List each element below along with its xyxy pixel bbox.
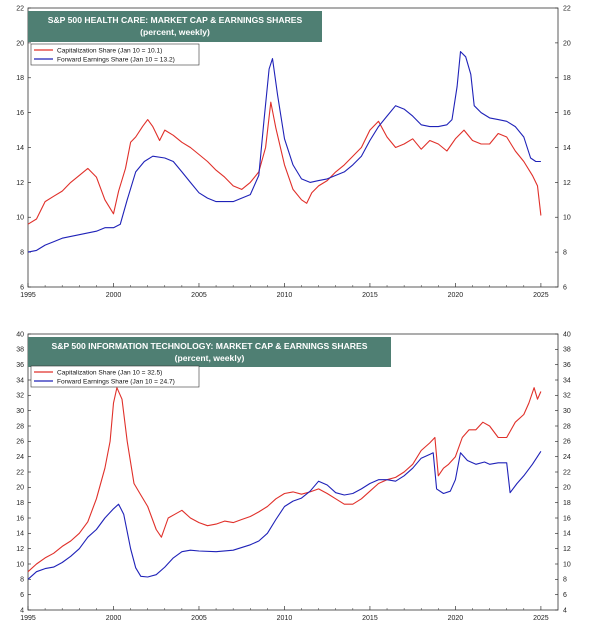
hc-xtick-label: 2005 [191, 292, 207, 299]
hc-chart-subtitle: (percent, weekly) [140, 27, 210, 37]
hc-ytick-right-label: 14 [563, 145, 571, 152]
it-ytick-right-label: 12 [563, 546, 571, 553]
it-ytick-right-label: 14 [563, 531, 571, 538]
hc-ytick-right-label: 10 [563, 215, 571, 222]
it-ytick-left-label: 32 [16, 393, 24, 400]
hc-ytick-right-label: 12 [563, 180, 571, 187]
it-ytick-left-label: 36 [16, 362, 24, 369]
hc-xtick-label: 2025 [533, 292, 549, 299]
hc-series-line-earnings [27, 51, 541, 253]
it-ytick-left-label: 12 [16, 546, 24, 553]
it-ytick-right-label: 36 [563, 362, 571, 369]
it-xtick-label: 1995 [20, 615, 36, 622]
it-legend-label-earnings: Forward Earnings Share (Jan 10 = 24.7) [57, 378, 175, 385]
hc-ytick-left-label: 8 [20, 250, 24, 257]
it-ytick-left-label: 34 [16, 377, 24, 384]
it-ytick-left-label: 10 [16, 561, 24, 568]
it-ytick-left-label: 26 [16, 439, 24, 446]
hc-xtick-label: 1995 [20, 292, 36, 299]
it-xtick-label: 2015 [362, 615, 378, 622]
it-ytick-right-label: 30 [563, 408, 571, 415]
it-ytick-left-label: 22 [16, 469, 24, 476]
hc-legend-box [30, 43, 200, 66]
it-ytick-right-label: 20 [563, 485, 571, 492]
it-ytick-right-label: 16 [563, 515, 571, 522]
it-ytick-left-label: 30 [16, 408, 24, 415]
information-technology-chart-panel: 4 4 6 6 8 8 10 10 12 12 14 14 16 16 18 18 20 20 22 22 24 24 26… [0, 326, 598, 631]
it-ytick-left-label: 28 [16, 423, 24, 430]
it-chart-subtitle: (percent, weekly) [175, 353, 245, 363]
hc-ytick-left-label: 20 [16, 40, 24, 47]
it-ytick-right-label: 8 [563, 577, 567, 584]
it-series-line-capitalization [27, 387, 542, 573]
it-ytick-left-label: 14 [16, 531, 24, 538]
it-ytick-right-label: 26 [563, 439, 571, 446]
it-ytick-left-label: 4 [20, 607, 24, 614]
hc-ytick-left-label: 18 [16, 75, 24, 82]
it-xtick-label: 2005 [191, 615, 207, 622]
it-ytick-right-label: 18 [563, 500, 571, 507]
it-xtick-label: 2025 [533, 615, 549, 622]
hc-legend-label-capitalization: Capitalization Share (Jan 10 = 10.1) [57, 47, 162, 54]
it-xtick-label: 2000 [106, 615, 122, 622]
it-ytick-right-label: 6 [563, 592, 567, 599]
it-ytick-left-label: 18 [16, 500, 24, 507]
it-ytick-right-label: 34 [563, 377, 571, 384]
hc-xtick-label: 2000 [106, 292, 122, 299]
it-ytick-right-label: 38 [563, 347, 571, 354]
hc-title-box [28, 11, 322, 42]
hc-ytick-left-label: 16 [16, 110, 24, 117]
it-ytick-left-label: 16 [16, 515, 24, 522]
hc-ytick-right-label: 18 [563, 75, 571, 82]
it-ytick-left-label: 8 [20, 577, 24, 584]
hc-series-line-capitalization [27, 101, 542, 225]
it-legend-label-capitalization: Capitalization Share (Jan 10 = 32.5) [57, 369, 162, 376]
hc-xtick-label: 2015 [362, 292, 378, 299]
it-ytick-right-label: 24 [563, 454, 571, 461]
it-xtick-label: 2010 [277, 615, 293, 622]
hc-ytick-right-label: 22 [563, 5, 571, 12]
it-chart-title: S&P 500 INFORMATION TECHNOLOGY: MARKET C… [52, 341, 368, 351]
it-ytick-left-label: 6 [20, 592, 24, 599]
health-care-chart-panel: 6 6 8 8 10 10 12 12 14 14 16 16 18 18 20 20 22 22 1995 2000… [0, 0, 598, 300]
hc-chart-title: S&P 500 HEALTH CARE: MARKET CAP & EARNIN… [48, 15, 303, 25]
hc-ytick-left-label: 10 [16, 215, 24, 222]
it-ytick-left-label: 20 [16, 485, 24, 492]
it-ytick-right-label: 40 [563, 331, 571, 338]
it-xtick-label: 2020 [448, 615, 464, 622]
hc-ytick-left-label: 6 [20, 284, 24, 291]
hc-ytick-right-label: 8 [563, 250, 567, 257]
it-ytick-left-label: 40 [16, 331, 24, 338]
hc-xtick-label: 2020 [448, 292, 464, 299]
it-legend-box [30, 365, 200, 388]
it-ytick-left-label: 38 [16, 347, 24, 354]
hc-ytick-left-label: 14 [16, 145, 24, 152]
it-series-line-earnings [27, 450, 542, 580]
hc-ytick-right-label: 20 [563, 40, 571, 47]
hc-ytick-left-label: 12 [16, 180, 24, 187]
it-ytick-right-label: 4 [563, 607, 567, 614]
hc-legend-label-earnings: Forward Earnings Share (Jan 10 = 13.2) [57, 56, 175, 63]
hc-ytick-right-label: 16 [563, 110, 571, 117]
it-ytick-right-label: 28 [563, 423, 571, 430]
hc-xtick-label: 2010 [277, 292, 293, 299]
it-ytick-right-label: 10 [563, 561, 571, 568]
it-ytick-right-label: 22 [563, 469, 571, 476]
hc-ytick-left-label: 22 [16, 5, 24, 12]
hc-ytick-right-label: 6 [563, 284, 567, 291]
it-ytick-left-label: 24 [16, 454, 24, 461]
it-title-box [28, 337, 391, 367]
it-ytick-right-label: 32 [563, 393, 571, 400]
